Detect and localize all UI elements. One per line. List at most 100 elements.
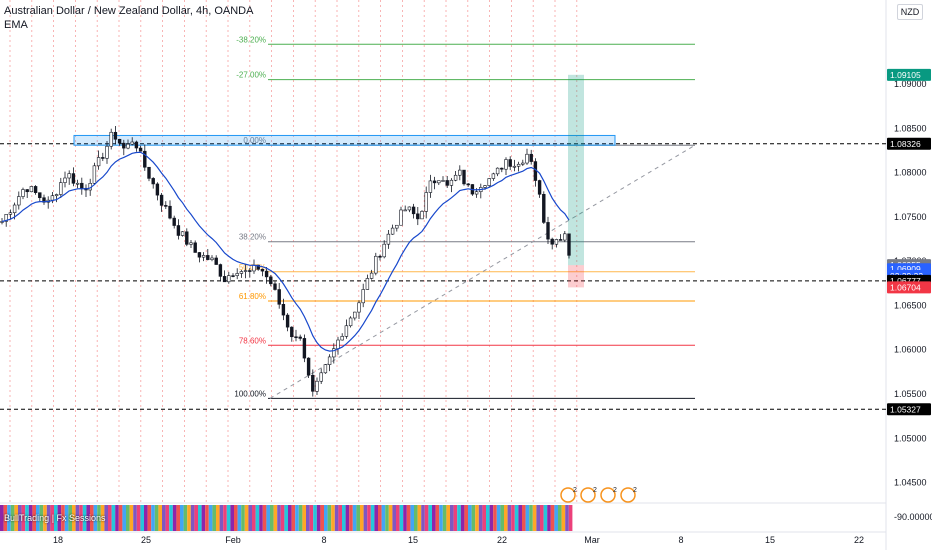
- x-tick-label: 25: [141, 535, 151, 545]
- session-bar: [252, 505, 256, 531]
- candle: [80, 182, 84, 189]
- candle: [50, 195, 55, 201]
- session-bar: [169, 505, 173, 531]
- session-bar: [414, 505, 418, 531]
- x-tick-label: 8: [321, 535, 326, 545]
- candle: [260, 269, 265, 272]
- session-bar: [489, 505, 494, 531]
- session-bar: [288, 505, 292, 531]
- session-bar: [478, 505, 483, 531]
- session-bar: [50, 505, 54, 531]
- session-bar: [118, 505, 123, 531]
- session-bar: [432, 505, 436, 531]
- session-bar: [522, 505, 526, 531]
- session-bar: [486, 505, 490, 531]
- candle: [206, 255, 210, 260]
- session-bar: [144, 505, 148, 531]
- x-tick-label: 18: [53, 535, 63, 545]
- candle: [21, 189, 25, 197]
- candle: [466, 183, 470, 186]
- session-bar: [370, 505, 375, 531]
- candle: [369, 272, 374, 279]
- price-label: 1.09105: [890, 70, 921, 80]
- ema-indicator-label[interactable]: EMA: [4, 19, 28, 31]
- session-bar: [147, 505, 152, 531]
- candle: [563, 233, 567, 241]
- candle: [340, 336, 344, 341]
- candle: [29, 186, 34, 193]
- session-bar: [356, 505, 360, 531]
- session-bar: [273, 505, 278, 531]
- session-bar: [262, 505, 267, 531]
- x-tick-label: Mar: [584, 535, 600, 545]
- session-bar: [468, 505, 472, 531]
- candle: [445, 180, 449, 186]
- candle: [164, 205, 168, 207]
- session-bar: [352, 505, 357, 531]
- candle: [277, 289, 281, 305]
- candle: [59, 182, 63, 195]
- candle: [558, 239, 563, 241]
- candle: [420, 211, 424, 220]
- candle: [424, 192, 428, 212]
- candle: [218, 264, 223, 277]
- session-bar: [399, 505, 404, 531]
- session-bar: [316, 505, 321, 531]
- currency-button[interactable]: NZD: [897, 4, 923, 20]
- price-label-bg: [887, 403, 931, 416]
- session-bar: [104, 505, 108, 531]
- candle: [290, 326, 294, 338]
- session-bar: [367, 505, 371, 531]
- session-bar: [165, 505, 170, 531]
- candle: [311, 374, 315, 392]
- price-label: 1.06704: [890, 282, 921, 292]
- session-bar: [129, 505, 134, 531]
- session-bar: [511, 505, 515, 531]
- session-bar: [349, 505, 353, 531]
- session-bar: [482, 505, 486, 531]
- candle: [256, 264, 260, 270]
- price-label: 1.08326: [890, 139, 921, 149]
- candle: [474, 191, 479, 195]
- candle: [315, 380, 319, 392]
- y-tick-label: 1.05500: [894, 389, 927, 399]
- session-bar: [212, 505, 216, 531]
- candle: [416, 213, 420, 220]
- session-bar: [57, 505, 62, 531]
- session-bar: [122, 505, 126, 531]
- session-bar: [363, 505, 368, 531]
- candle: [63, 177, 67, 183]
- session-bar: [61, 505, 65, 531]
- session-bar: [183, 505, 188, 531]
- session-bar: [133, 505, 137, 531]
- candle: [323, 364, 328, 374]
- session-bar: [475, 505, 479, 531]
- session-bar: [561, 505, 566, 531]
- candle: [8, 212, 13, 215]
- session-bar: [331, 505, 335, 531]
- x-tick-label: 22: [497, 535, 507, 545]
- session-bar: [446, 505, 450, 531]
- candle: [327, 356, 332, 365]
- y-tick-label: 1.06500: [894, 300, 927, 310]
- x-tick-label: 15: [765, 535, 775, 545]
- session-bar: [237, 505, 242, 531]
- session-bar: [0, 505, 4, 531]
- candle: [411, 206, 416, 215]
- candle: [227, 275, 231, 283]
- session-bar: [284, 505, 288, 531]
- candle: [210, 257, 214, 260]
- session-bar: [226, 505, 231, 531]
- session-bar: [381, 505, 386, 531]
- candle: [176, 225, 181, 236]
- session-bar: [270, 505, 274, 531]
- session-bar: [518, 505, 522, 531]
- candle: [521, 162, 525, 165]
- sub-pane-tick: -90.00000: [894, 512, 932, 522]
- candle: [0, 221, 4, 223]
- session-bar: [500, 505, 504, 531]
- candle: [449, 179, 454, 186]
- candle: [336, 339, 340, 349]
